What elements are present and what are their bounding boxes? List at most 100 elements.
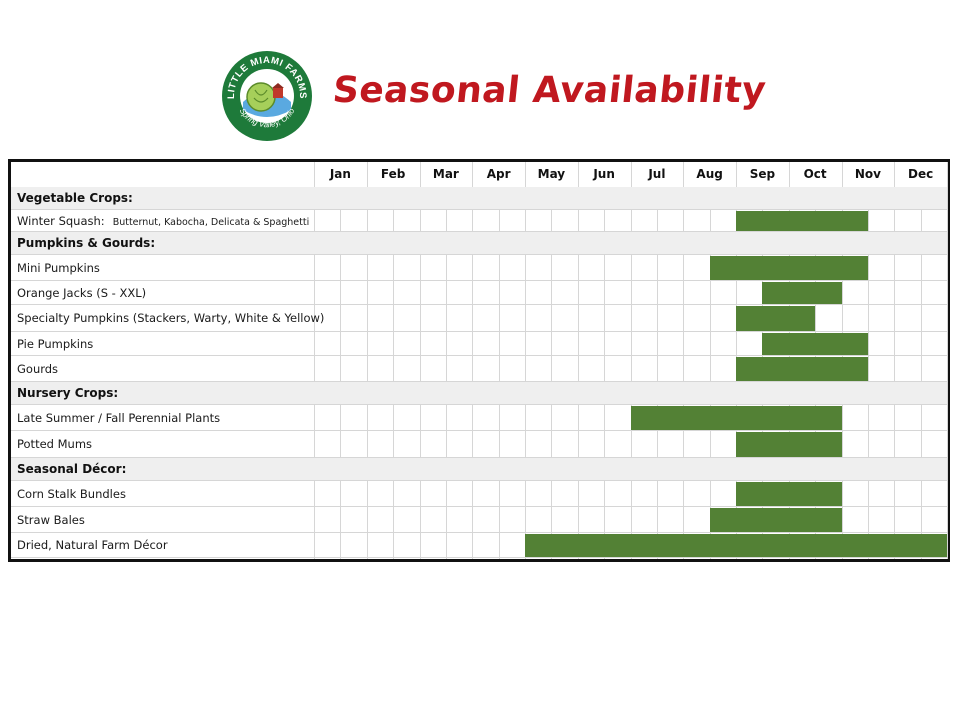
section-label: Pumpkins & Gourds: [17, 232, 155, 255]
month-label-aug: Aug [696, 167, 723, 181]
row-divider [11, 381, 947, 382]
item-label: Pie Pumpkins [17, 332, 93, 356]
row-divider [11, 231, 947, 232]
item-label: Late Summer / Fall Perennial Plants [17, 405, 220, 431]
month-label-oct: Oct [803, 167, 827, 181]
item-name: Corn Stalk Bundles [17, 487, 126, 501]
item-name: Gourds [17, 362, 59, 376]
farm-logo: LITTLE MIAMI FARMS Spring Valley, Ohio [222, 51, 312, 141]
item-name: Orange Jacks (S - XXL) [17, 286, 147, 300]
item-name: Straw Bales [17, 513, 85, 527]
item-detail: Butternut, Kabocha, Delicata & Spaghetti [109, 217, 310, 228]
row-divider [11, 457, 947, 458]
availability-bar [762, 282, 842, 304]
month-label-may: May [537, 167, 566, 181]
grid-line [577, 162, 579, 559]
grid-line [498, 187, 500, 559]
section-row: Nursery Crops: [11, 382, 947, 405]
item-label: Corn Stalk Bundles [17, 481, 126, 507]
item-label: Specialty Pumpkins (Stackers, Warty, Whi… [17, 305, 324, 332]
availability-bar [709, 256, 868, 280]
availability-bar [709, 508, 842, 532]
row-divider [11, 506, 947, 507]
row-divider [11, 557, 947, 558]
month-label-dec: Dec [908, 167, 934, 181]
item-row: Straw Bales [11, 507, 947, 533]
grid-line [656, 187, 658, 559]
row-divider [11, 209, 947, 210]
month-label-jul: Jul [648, 167, 666, 181]
availability-chart: Jan Feb Mar Apr May Jun Jul Aug Sep Oct Nov Dec Vege… [8, 159, 950, 562]
grid-line [393, 187, 395, 559]
item-name: Dried, Natural Farm Décor [17, 538, 168, 552]
grid-line [551, 187, 553, 559]
month-header-row: Jan Feb Mar Apr May Jun Jul Aug Sep Oct Nov Dec [11, 162, 947, 187]
grid-line [419, 162, 421, 559]
month-label-sep: Sep [749, 167, 776, 181]
grid-line [894, 162, 896, 559]
availability-bar [525, 534, 947, 557]
availability-bar [736, 306, 816, 331]
grid-line [525, 162, 526, 559]
item-row: Mini Pumpkins [11, 255, 947, 281]
item-name: Specialty Pumpkins (Stackers, Warty, Whi… [17, 311, 325, 325]
item-row: Winter Squash: Butternut, Kabocha, Delic… [11, 210, 947, 232]
section-title: Vegetable Crops: [17, 191, 133, 205]
availability-bar [736, 357, 868, 381]
item-row: Gourds [11, 356, 947, 382]
section-row: Pumpkins & Gourds: [11, 232, 947, 255]
grid-line [366, 162, 368, 559]
item-name: Pie Pumpkins [17, 337, 94, 351]
section-title: Pumpkins & Gourds: [17, 236, 156, 250]
month-label-jan: Jan [329, 167, 351, 181]
grid-line [920, 187, 922, 559]
row-divider [11, 480, 947, 481]
row-divider [11, 355, 947, 356]
grid-line [445, 187, 447, 559]
grid-line [947, 162, 948, 559]
section-title: Seasonal Décor: [17, 462, 127, 476]
row-divider [11, 532, 947, 533]
section-title: Nursery Crops: [17, 386, 119, 400]
month-label-jun: Jun [593, 167, 615, 181]
section-label: Vegetable Crops: [17, 187, 133, 210]
item-row: Orange Jacks (S - XXL) [11, 281, 947, 305]
item-label: Mini Pumpkins [17, 255, 100, 281]
item-label: Dried, Natural Farm Décor [17, 533, 168, 558]
item-row: Specialty Pumpkins (Stackers, Warty, Whi… [11, 305, 947, 332]
item-row: Pie Pumpkins [11, 332, 947, 356]
month-label-apr: Apr [486, 167, 511, 181]
grid-line [340, 187, 342, 559]
row-divider [11, 280, 947, 281]
item-row: Late Summer / Fall Perennial Plants [11, 405, 947, 431]
item-label: Orange Jacks (S - XXL) [17, 281, 146, 305]
availability-bar [736, 211, 868, 231]
item-name: Late Summer / Fall Perennial Plants [17, 411, 221, 425]
item-label: Gourds [17, 356, 58, 382]
grid-line [314, 162, 315, 559]
grid-line [630, 162, 632, 559]
section-row: Vegetable Crops: [11, 187, 947, 210]
availability-bar [736, 432, 842, 457]
section-row: Seasonal Décor: [11, 458, 947, 481]
row-divider [11, 430, 947, 431]
row-divider [11, 304, 947, 305]
item-row: Potted Mums [11, 431, 947, 458]
row-divider [11, 331, 947, 332]
item-label: Straw Bales [17, 507, 85, 533]
month-label-feb: Feb [380, 167, 406, 181]
item-row: Dried, Natural Farm Décor [11, 533, 947, 558]
month-label-mar: Mar [432, 167, 459, 181]
page-title: Seasonal Availability [330, 70, 769, 111]
section-label: Seasonal Décor: [17, 458, 126, 481]
item-name: Mini Pumpkins [17, 261, 100, 275]
availability-bar [762, 333, 868, 355]
grid-line [709, 187, 711, 559]
grid-line [604, 187, 606, 559]
month-label-nov: Nov [854, 167, 881, 181]
item-name: Potted Mums [17, 437, 93, 451]
item-name: Winter Squash: [17, 214, 105, 228]
grid-line [472, 162, 474, 559]
item-label: Potted Mums [17, 431, 92, 458]
grid-line [683, 162, 685, 559]
